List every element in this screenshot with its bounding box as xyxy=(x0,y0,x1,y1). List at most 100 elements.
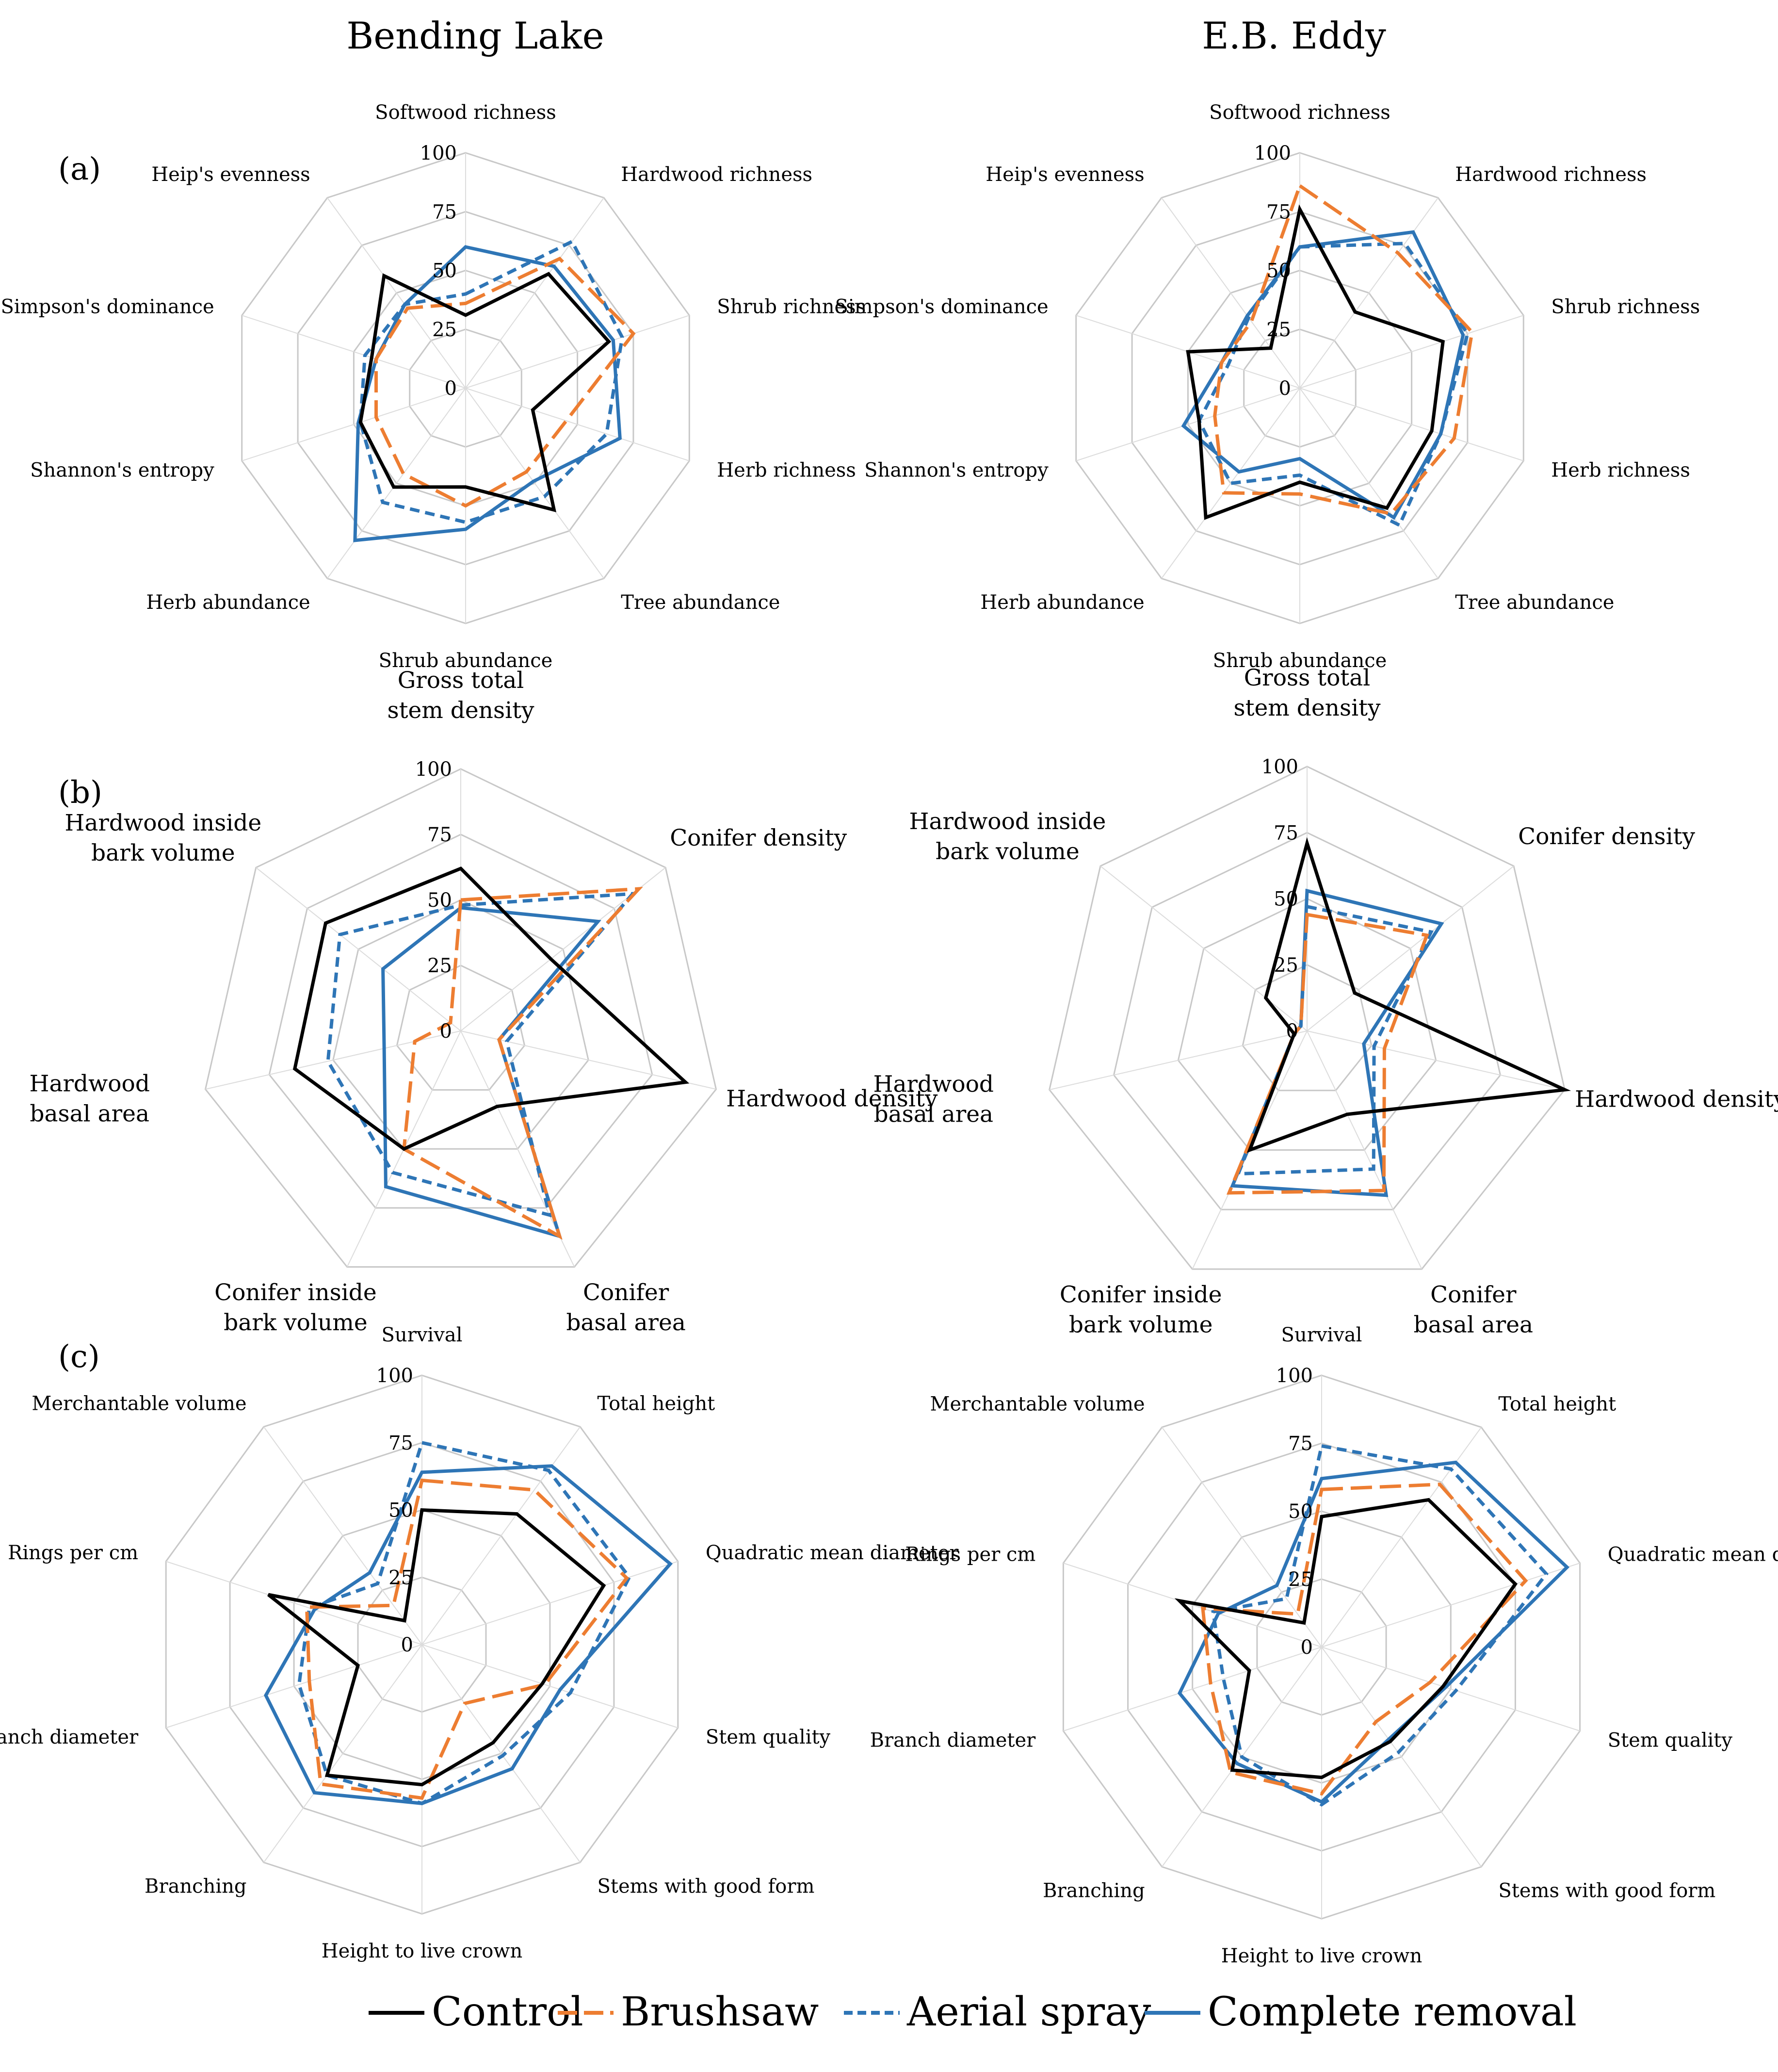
axis-label-height-to-live-crown: Height to live crown xyxy=(1221,1945,1422,1967)
spoke-branch-diameter xyxy=(165,1644,422,1729)
axis-label-line: Hardwood xyxy=(29,1070,149,1097)
grid-ring-25 xyxy=(396,964,526,1091)
spoke-rings-per-cm xyxy=(1063,1563,1322,1648)
tick-label-0: 0 xyxy=(1286,1020,1298,1043)
axis-label-herb-richness: Herb richness xyxy=(717,459,856,481)
radar-chart-eb-eddy-b: 0 25 50 75 100 Gross total stem density Conifer… xyxy=(873,665,1778,1338)
grid-ring-75 xyxy=(1113,832,1502,1210)
tick-label-100: 100 xyxy=(420,142,457,164)
series-brushsaw xyxy=(1213,183,1474,516)
axis-label-line: Simpson's dominance xyxy=(835,296,1048,318)
spoke-merchantable-volume xyxy=(1161,1427,1322,1648)
axis-label-herb-abundance: Herb abundance xyxy=(980,591,1144,614)
grid-ring-100 xyxy=(1049,766,1566,1270)
spoke-herb-abundance xyxy=(327,388,466,579)
axis-label-tree-abundance: Tree abundance xyxy=(621,591,780,614)
axis-label-line: Tree abundance xyxy=(621,591,780,614)
axis-label-line: Herb abundance xyxy=(146,591,310,614)
spoke-quadratic-mean-diameter xyxy=(1321,1563,1580,1648)
axis-label-line: Simpson's dominance xyxy=(0,296,214,318)
spoke-tree-abundance xyxy=(465,388,604,579)
axis-label-branching: Branching xyxy=(1043,1880,1145,1902)
series-control xyxy=(267,1508,606,1787)
spoke-conifer-density xyxy=(1307,865,1514,1031)
series-control xyxy=(292,866,690,1151)
axis-label-heip-s-evenness: Heip's evenness xyxy=(151,163,310,186)
radar-chart-bending-lake-b: 0 25 50 75 100 Gross total stem density Conifer… xyxy=(29,667,937,1336)
tick-label-25: 25 xyxy=(1266,319,1291,341)
axis-label-line: Branch diameter xyxy=(0,1726,139,1748)
axis-label-merchantable-volume: Merchantable volume xyxy=(32,1393,246,1415)
axis-label-hardwood-basal-area: Hardwood basal area xyxy=(29,1070,149,1127)
spoke-stem-quality xyxy=(1321,1647,1580,1731)
axis-label-line: Survival xyxy=(1281,1324,1362,1346)
spoke-simpson-s-dominance xyxy=(242,315,466,389)
axis-label-line: Height to live crown xyxy=(1221,1945,1422,1967)
axis-label-stems-with-good-form: Stems with good form xyxy=(1498,1880,1715,1902)
spoke-quadratic-mean-diameter xyxy=(421,1561,679,1645)
grid-ring-25 xyxy=(1242,964,1373,1092)
axis-label-conifer-basal-area: Conifer basal area xyxy=(566,1279,686,1336)
spoke-heip-s-evenness xyxy=(1161,197,1300,389)
axis-label-line: Heip's evenness xyxy=(986,163,1144,186)
axis-label-line: Hardwood richness xyxy=(621,163,812,186)
axis-label-survival: Survival xyxy=(382,1324,463,1346)
spoke-hardwood-basal-area xyxy=(1049,1030,1308,1091)
tick-label-100: 100 xyxy=(1261,756,1298,778)
legend-label-aerial-spray: Aerial spray xyxy=(906,1989,1151,2035)
axis-label-softwood-richness: Softwood richness xyxy=(1209,101,1390,124)
axis-label-branching: Branching xyxy=(145,1876,246,1898)
series-brushsaw xyxy=(1226,913,1429,1195)
spoke-hardwood-inside-bark-volume xyxy=(1100,865,1308,1031)
series-control xyxy=(358,272,612,512)
axis-label-line: Shrub abundance xyxy=(1213,650,1387,672)
series-brushsaw xyxy=(402,887,643,1240)
tick-label-25: 25 xyxy=(432,319,457,341)
axis-label-survival: Survival xyxy=(1281,1324,1362,1346)
axis-label-herb-abundance: Herb abundance xyxy=(146,591,310,614)
tick-label-0: 0 xyxy=(401,1634,413,1656)
tick-label-0: 0 xyxy=(445,377,457,400)
series-control xyxy=(1246,837,1571,1153)
spoke-hardwood-richness xyxy=(1299,197,1439,389)
tick-label-50: 50 xyxy=(1288,1501,1313,1523)
tick-label-100: 100 xyxy=(1254,142,1291,164)
axis-label-herb-richness: Herb richness xyxy=(1551,459,1690,481)
spoke-stems-with-good-form xyxy=(1321,1647,1482,1867)
axis-label-shrub-abundance: Shrub abundance xyxy=(379,650,553,672)
tick-label-75: 75 xyxy=(1288,1433,1313,1455)
axis-label-rings-per-cm: Rings per cm xyxy=(905,1543,1035,1566)
axis-label-line: Stems with good form xyxy=(598,1876,815,1898)
spoke-stems-with-good-form xyxy=(421,1644,581,1863)
tick-label-50: 50 xyxy=(1266,260,1291,282)
spoke-branch-diameter xyxy=(1063,1647,1322,1731)
tick-label-50: 50 xyxy=(1274,888,1298,911)
axis-label-conifer-inside-bark-volume: Conifer inside bark volume xyxy=(214,1279,377,1336)
tick-label-75: 75 xyxy=(427,824,452,846)
axis-label-total-height: Total height xyxy=(598,1393,715,1415)
tick-label-50: 50 xyxy=(432,260,457,282)
axis-label-stem-quality: Stem quality xyxy=(1608,1729,1733,1752)
axis-label-shrub-richness: Shrub richness xyxy=(717,296,866,318)
axis-label-simpson-s-dominance: Simpson's dominance xyxy=(0,296,214,318)
axis-label-merchantable-volume: Merchantable volume xyxy=(930,1393,1145,1415)
series-aerial-spray xyxy=(1211,1444,1549,1807)
axis-label-line: Shrub richness xyxy=(717,296,866,318)
axis-label-line: Rings per cm xyxy=(905,1543,1035,1566)
axis-label-stem-quality: Stem quality xyxy=(706,1726,831,1748)
spoke-hardwood-density xyxy=(460,1030,716,1090)
series-brushsaw xyxy=(305,1478,629,1800)
axis-label-line: Herb abundance xyxy=(980,591,1144,614)
axis-label-quadratic-mean-diameter: Quadratic mean diameter xyxy=(706,1542,959,1564)
axis-label-line: Hardwood richness xyxy=(1455,163,1647,186)
radar-chart-bending-lake-c: 0 25 50 75 100 Survival Total height Quadratic … xyxy=(0,1324,959,1962)
axis-label-total-height: Total height xyxy=(1498,1393,1616,1415)
tick-label-50: 50 xyxy=(388,1500,413,1522)
tick-label-100: 100 xyxy=(1276,1365,1313,1387)
axis-label-line: Shrub abundance xyxy=(379,650,553,672)
axis-label-softwood-richness: Softwood richness xyxy=(375,101,556,124)
axis-label-branch-diameter: Branch diameter xyxy=(0,1726,139,1748)
tick-label-75: 75 xyxy=(432,201,457,223)
tick-label-100: 100 xyxy=(376,1365,413,1387)
axis-label-line: Tree abundance xyxy=(1455,591,1614,614)
